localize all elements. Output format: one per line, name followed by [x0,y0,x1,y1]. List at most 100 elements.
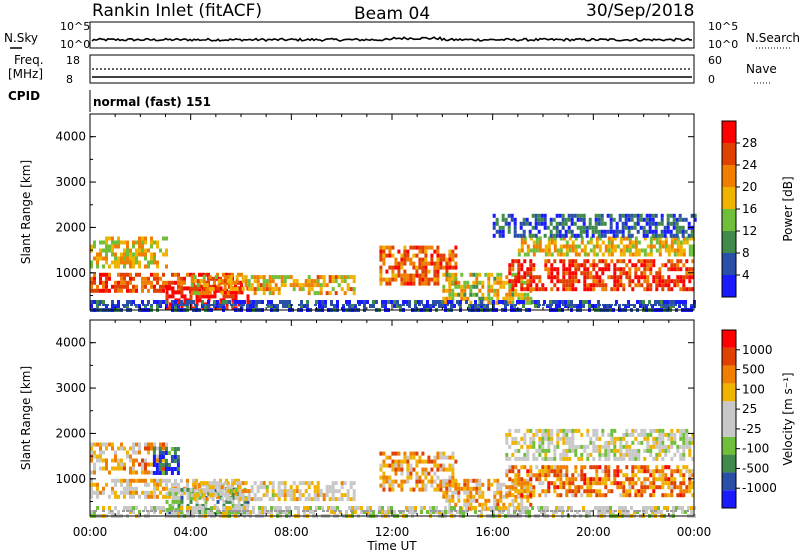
echo-cell [159,276,162,281]
echo-cell [277,493,281,498]
ground-scatter-cell [238,510,241,512]
echo-cell [562,448,566,453]
echo-cell [259,287,263,292]
echo-cell [532,485,536,490]
echo-cell [439,265,443,270]
ground-scatter-cell [582,304,585,306]
echo-cell [451,265,455,270]
echo-cell [643,252,647,257]
echo-cell [165,248,168,253]
echo-cell [522,506,525,510]
echo-cell [691,493,695,498]
echo-cell [538,236,542,241]
echo-cell [651,221,655,226]
echo-cell [283,275,287,280]
echo-cell [96,506,99,510]
echo-cell [111,236,114,241]
echo-cell [253,291,257,296]
echo-cell [514,477,518,482]
echo-cell [421,459,425,464]
echo-cell [682,279,686,284]
echo-cell [141,478,144,483]
echo-cell [526,252,530,257]
echo-cell [625,489,629,494]
echo-cell [433,265,437,270]
echo-cell [682,465,686,470]
echo-cell [583,477,587,482]
echo-cell [610,244,614,249]
echo-cell [111,442,114,447]
echo-cell [429,506,432,510]
echo-cell [670,428,674,433]
echo-cell [676,428,680,433]
echo-cell [421,451,425,456]
echo-cell [661,481,665,486]
echo-cell [334,497,338,502]
echo-cell [667,485,671,490]
echo-cell [541,428,545,433]
echo-cell [523,432,527,437]
echo-cell [571,279,575,284]
echo-cell [363,304,366,308]
echo-cell [646,448,650,453]
echo-cell [675,221,679,226]
echo-cell [397,261,401,266]
echo-cell [487,276,491,281]
colorbar-block [722,253,736,275]
echo-cell [144,466,147,471]
echo-cell [168,302,172,307]
echo-cell [90,470,93,475]
echo-cell [189,272,192,277]
echo-cell [514,279,518,284]
echo-cell [670,456,674,461]
echo-cell [216,286,220,291]
echo-cell [232,489,236,494]
echo-cell [616,448,620,453]
echo-cell [471,506,474,510]
ground-scatter-cell [178,510,181,512]
echo-cell [475,498,479,503]
ground-scatter-cell [322,510,325,512]
echo-cell [241,493,245,498]
echo-cell [229,485,233,490]
echo-cell [625,473,629,478]
echo-cell [535,283,539,288]
echo-cell [499,482,503,487]
echo-cell [403,281,407,286]
echo-cell [661,485,665,490]
echo-cell [141,466,144,471]
echo-cell [525,221,529,226]
echo-cell [634,275,638,280]
echo-cell [487,478,491,483]
echo-cell [123,466,126,471]
echo-cell [418,475,422,480]
echo-cell [235,287,239,292]
echo-cell [183,294,187,299]
echo-cell [214,481,218,486]
echo-cell [550,287,554,292]
echo-cell [636,510,639,514]
echo-cell [382,459,386,464]
echo-cell [108,288,111,293]
echo-cell [424,253,428,258]
echo-cell [655,440,659,445]
echo-cell [637,240,641,245]
echo-cell [679,287,683,292]
echo-cell [219,288,222,293]
echo-cell [132,240,135,245]
echo-cell [658,248,662,253]
echo-cell [307,485,311,490]
echo-cell [448,486,452,491]
echo-cell [655,271,659,276]
echo-cell [90,264,93,269]
echo-cell [195,298,199,303]
echo-cell [105,272,108,277]
echo-cell [436,451,440,456]
echo-cell [448,280,452,285]
ground-scatter-cell [538,510,541,512]
echo-cell [673,263,677,268]
echo-cell [454,281,458,286]
echo-cell [634,271,638,276]
colorbar-block [722,231,736,253]
echo-cell [559,473,563,478]
